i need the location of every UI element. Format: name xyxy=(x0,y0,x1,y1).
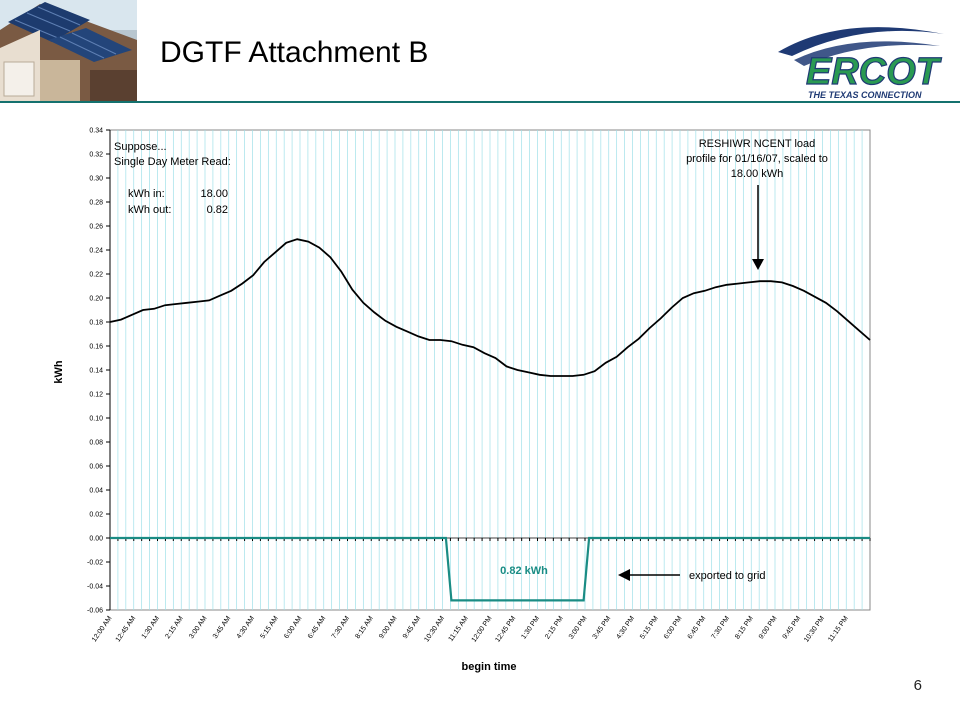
scenario-line-2: Single Day Meter Read: xyxy=(114,156,231,168)
y-tick-label: 0.18 xyxy=(89,320,103,327)
kwh-in-value: 18.00 xyxy=(200,188,228,200)
y-tick-label: 0.06 xyxy=(89,464,103,471)
logo-tagline: THE TEXAS CONNECTION xyxy=(808,90,922,100)
x-tick-label: 1:30 PM xyxy=(520,615,541,641)
x-tick-label: 5:15 PM xyxy=(639,615,660,641)
x-tick-label: 3:45 PM xyxy=(592,615,613,641)
x-tick-label: 7:30 AM xyxy=(331,615,352,640)
y-tick-label: 0.34 xyxy=(89,128,103,135)
x-tick-label: 12:45 PM xyxy=(494,615,517,644)
logo-wordmark: ERCOT xyxy=(806,51,942,93)
x-tick-label: 11:15 PM xyxy=(827,615,850,643)
page-number: 6 xyxy=(913,677,922,694)
x-tick-label: 9:00 AM xyxy=(378,615,399,640)
y-tick-label: 0.16 xyxy=(89,344,103,351)
x-tick-label: 4:30 PM xyxy=(615,615,636,641)
x-tick-label: 6:00 AM xyxy=(283,615,304,640)
x-tick-label: 9:45 PM xyxy=(782,615,803,641)
kwh-out-value: 0.82 xyxy=(207,204,228,216)
y-tick-label: 0.26 xyxy=(89,224,103,231)
title-divider xyxy=(0,101,960,103)
x-tick-label: 12:00 PM xyxy=(471,615,494,644)
slide-title: DGTF Attachment B xyxy=(160,36,429,69)
y-tick-label: 0.20 xyxy=(89,296,103,303)
y-tick-label: 0.24 xyxy=(89,248,103,255)
y-tick-label: -0.06 xyxy=(87,608,103,615)
y-tick-label: 0.10 xyxy=(89,416,103,423)
y-tick-label: 0.30 xyxy=(89,176,103,183)
profile-note-line-1: RESHIWR NCENT load xyxy=(699,138,816,150)
y-tick-label: -0.02 xyxy=(87,560,103,567)
x-tick-label: 3:00 AM xyxy=(188,615,209,640)
x-tick-label: 6:45 AM xyxy=(307,615,328,640)
export-note: exported to grid xyxy=(689,570,765,582)
profile-note-line-3: 18.00 kWh xyxy=(731,168,784,180)
y-tick-label: -0.04 xyxy=(87,584,103,591)
kwh-out-label: kWh out: xyxy=(128,204,171,216)
x-tick-label: 10:30 PM xyxy=(803,615,826,644)
export-line xyxy=(110,536,870,602)
x-tick-label: 7:30 PM xyxy=(710,615,731,641)
vertical-gridlines xyxy=(117,130,863,610)
load-profile-line xyxy=(109,238,871,377)
y-tick-label: 0.14 xyxy=(89,368,103,375)
x-tick-label: 4:30 AM xyxy=(236,615,257,640)
x-tick-label: 8:15 PM xyxy=(734,615,755,641)
solar-house-photo xyxy=(0,0,137,102)
export-value-label: 0.82 kWh xyxy=(500,565,548,577)
x-tick-label: 10:30 AM xyxy=(423,615,446,643)
y-axis-title: kWh xyxy=(53,360,65,384)
x-tick-label: 9:00 PM xyxy=(758,615,779,641)
y-tick-label: 0.00 xyxy=(89,536,103,543)
ercot-logo: ERCOT THE TEXAS CONNECTION xyxy=(772,12,947,102)
profile-note-line-2: profile for 01/16/07, scaled to xyxy=(686,153,828,165)
x-tick-label: 9:45 AM xyxy=(402,615,423,640)
y-tick-label: 0.02 xyxy=(89,512,103,519)
x-tick-label: 6:45 PM xyxy=(687,615,708,641)
y-tick-label: 0.08 xyxy=(89,440,103,447)
x-axis-title: begin time xyxy=(461,661,516,673)
x-tick-label: 5:15 AM xyxy=(259,615,280,640)
profile-arrow xyxy=(752,185,764,270)
x-tick-label: 11:15 AM xyxy=(447,615,469,643)
kwh-in-label: kWh in: xyxy=(128,188,165,200)
x-tick-label: 2:15 PM xyxy=(544,615,565,641)
load-profile-chart: 0.34 0.32 0.30 0.28 0.26 0.24 0.22 0.20 0.18 0.16… xyxy=(53,128,871,673)
y-tick-label: 0.22 xyxy=(89,272,103,279)
x-tick-label: 8:15 AM xyxy=(354,615,375,640)
y-axis: 0.34 0.32 0.30 0.28 0.26 0.24 0.22 0.20 0.18 0.16… xyxy=(87,128,111,615)
y-tick-label: 0.32 xyxy=(89,152,103,159)
y-tick-label: 0.28 xyxy=(89,200,103,207)
x-tick-label: 2:15 AM xyxy=(164,615,185,640)
x-tick-label: 12:00 AM xyxy=(91,615,114,643)
x-tick-label: 12:45 AM xyxy=(115,615,138,643)
x-tick-label: 1:30 AM xyxy=(141,615,162,640)
y-tick-label: 0.04 xyxy=(89,488,103,495)
x-tick-label: 3:00 PM xyxy=(568,615,589,641)
x-tick-label: 6:00 PM xyxy=(663,615,684,641)
y-tick-label: 0.12 xyxy=(89,392,103,399)
export-arrow xyxy=(618,569,680,581)
scenario-line-1: Suppose... xyxy=(114,141,167,153)
x-tick-label: 3:45 AM xyxy=(212,615,233,640)
